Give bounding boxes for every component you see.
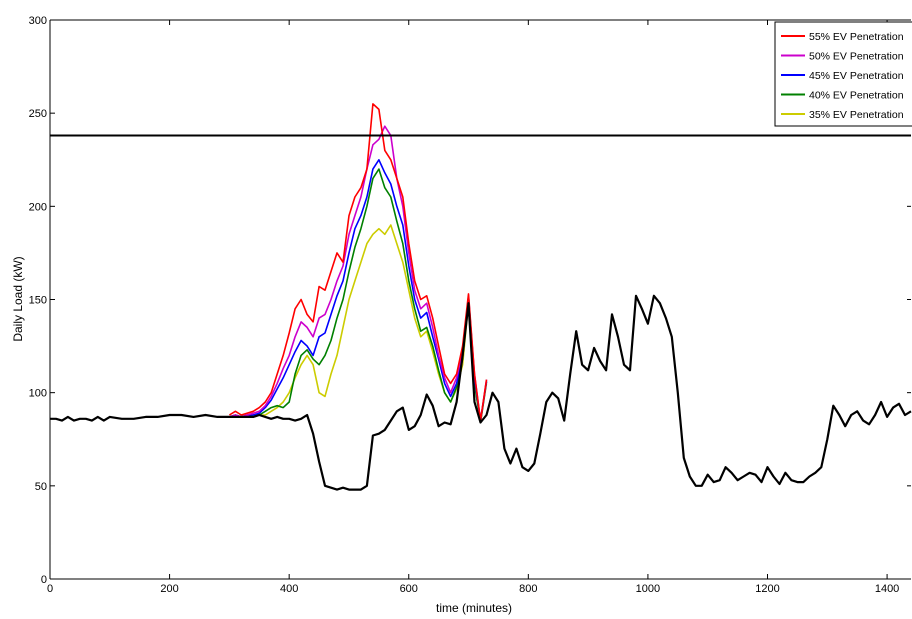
legend-label: 40% EV Penetration — [809, 90, 904, 102]
x-axis-title: time (minutes) — [436, 601, 512, 615]
y-tick-label: 200 — [29, 201, 47, 213]
y-tick-label: 100 — [29, 388, 47, 400]
legend: 55% EV Penetration 50% EV Penetration 45% … — [774, 21, 912, 127]
y-tick-label: 150 — [29, 295, 47, 307]
axes: 0 200 400 600 800 1000 1200 1400 0 50 100 150 200 250… — [29, 15, 911, 595]
x-tick-label: 0 — [47, 583, 53, 595]
plot-area — [50, 103, 912, 491]
series-line-35-ev-penetration — [229, 224, 488, 424]
x-tick-label: 1200 — [755, 583, 779, 595]
x-tick-label: 800 — [519, 583, 537, 595]
y-tick-label: 50 — [35, 481, 47, 493]
legend-label: 45% EV Penetration — [809, 70, 904, 82]
x-tick-label: 200 — [160, 583, 178, 595]
y-tick-label: 250 — [29, 108, 47, 120]
series-line-45-ev-penetration — [229, 159, 488, 422]
x-tick-label: 400 — [280, 583, 298, 595]
series-line-50-ev-penetration — [229, 125, 488, 422]
series-line-40-ev-penetration — [229, 168, 488, 424]
x-tick-label: 600 — [400, 583, 418, 595]
legend-label: 50% EV Penetration — [809, 51, 904, 63]
y-tick-label: 300 — [29, 15, 47, 27]
series-line-55-ev-penetration — [228, 103, 488, 422]
x-tick-label: 1000 — [636, 583, 660, 595]
legend-label: 35% EV Penetration — [809, 109, 904, 121]
x-tick-label: 1400 — [875, 583, 899, 595]
legend-label: 55% EV Penetration — [809, 31, 904, 43]
base-load-line — [50, 294, 912, 491]
y-axis-title: Daily Load (kW) — [11, 256, 25, 341]
y-tick-label: 0 — [41, 574, 47, 586]
